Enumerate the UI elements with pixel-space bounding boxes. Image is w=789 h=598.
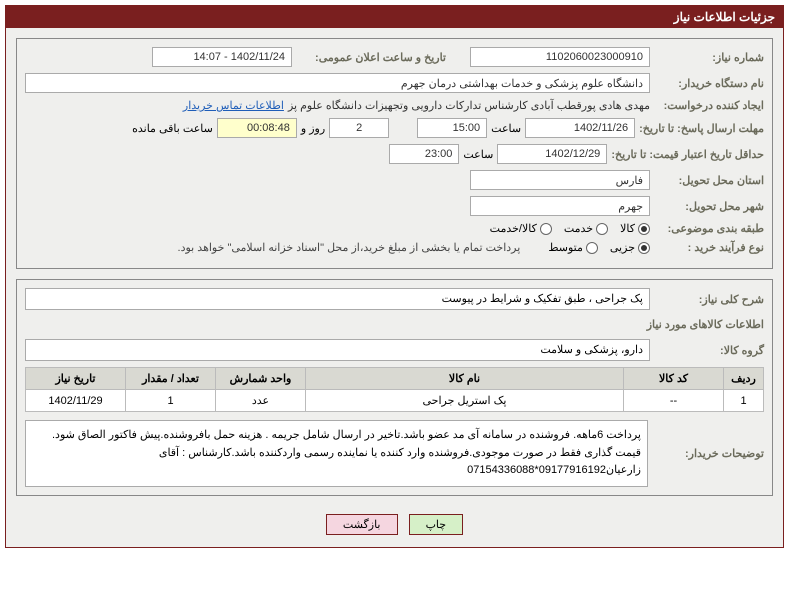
payment-note: پرداخت تمام یا بخشی از مبلغ خرید،از محل …	[178, 241, 521, 254]
goods-group-label: گروه کالا:	[654, 344, 764, 357]
remain-label: ساعت باقی مانده	[132, 122, 213, 135]
td-code: --	[624, 390, 724, 412]
purchase-radio-group: جزیی متوسط	[548, 241, 650, 254]
radio-minor[interactable]: جزیی	[610, 241, 650, 254]
th-unit: واحد شمارش	[216, 368, 306, 390]
td-name: پک استریل جراحی	[306, 390, 624, 412]
goods-table: ردیف کد کالا نام کالا واحد شمارش تعداد /…	[25, 367, 764, 412]
radio-service[interactable]: خدمت	[564, 222, 608, 235]
info-box: شماره نیاز: 1102060023000910 تاریخ و ساع…	[16, 38, 773, 269]
requester-value: مهدی هادی پورقطب آبادی کارشناس تدارکات د…	[288, 99, 650, 112]
purchase-type-label: نوع فرآیند خرید :	[654, 241, 764, 254]
topic-radio-group: کالا خدمت کالا/خدمت	[490, 222, 650, 235]
th-code: کد کالا	[624, 368, 724, 390]
goods-box: شرح کلی نیاز: پک جراحی ، طبق تفکیک و شرا…	[16, 279, 773, 496]
details-panel: جزئیات اطلاعات نیاز شماره نیاز: 11020600…	[5, 5, 784, 548]
th-qty: تعداد / مقدار	[126, 368, 216, 390]
hour-label-2: ساعت	[463, 148, 493, 161]
table-header-row: ردیف کد کالا نام کالا واحد شمارش تعداد /…	[26, 368, 764, 390]
price-date-field: 1402/12/29	[497, 144, 607, 164]
td-date: 1402/11/29	[26, 390, 126, 412]
requester-label: ایجاد کننده درخواست:	[654, 99, 764, 112]
remain-days-field: 2	[329, 118, 389, 138]
th-name: نام کالا	[306, 368, 624, 390]
reply-deadline-label: مهلت ارسال پاسخ: تا تاریخ:	[639, 122, 764, 135]
hour-label-1: ساعت	[491, 122, 521, 135]
need-desc-label: شرح کلی نیاز:	[654, 293, 764, 306]
th-date: تاریخ نیاز	[26, 368, 126, 390]
td-row: 1	[724, 390, 764, 412]
buyer-notes-field: پرداخت 6ماهه. فروشنده در سامانه آی مد عض…	[25, 420, 648, 487]
need-no-field: 1102060023000910	[470, 47, 650, 67]
goods-info-title: اطلاعات کالاهای مورد نیاز	[25, 318, 764, 331]
th-row: ردیف	[724, 368, 764, 390]
button-row: چاپ بازگشت	[16, 506, 773, 537]
price-validity-label: حداقل تاریخ اعتبار قیمت: تا تاریخ:	[611, 148, 764, 161]
province-label: استان محل تحویل:	[654, 174, 764, 187]
reply-date-field: 1402/11/26	[525, 118, 635, 138]
radio-goods[interactable]: کالا	[620, 222, 650, 235]
contact-link[interactable]: اطلاعات تماس خریدار	[183, 99, 284, 112]
announce-label: تاریخ و ساعت اعلان عمومی:	[296, 51, 446, 64]
panel-title: جزئیات اطلاعات نیاز	[6, 6, 783, 28]
radio-medium[interactable]: متوسط	[548, 241, 598, 254]
province-field: فارس	[470, 170, 650, 190]
days-and-label: روز و	[301, 122, 325, 135]
buyer-notes-label: توضیحات خریدار:	[654, 447, 764, 460]
goods-group-field: دارو، پزشکی و سلامت	[25, 339, 650, 361]
buyer-org-label: نام دستگاه خریدار:	[654, 77, 764, 90]
buyer-org-field: دانشگاه علوم پزشکی و خدمات بهداشتی درمان…	[25, 73, 650, 93]
need-desc-field: پک جراحی ، طبق تفکیک و شرایط در پیوست	[25, 288, 650, 310]
back-button[interactable]: بازگشت	[326, 514, 398, 535]
price-hour-field: 23:00	[389, 144, 459, 164]
print-button[interactable]: چاپ	[409, 514, 464, 535]
radio-goods-service[interactable]: کالا/خدمت	[490, 222, 552, 235]
remain-time-field: 00:08:48	[217, 118, 297, 138]
city-field: جهرم	[470, 196, 650, 216]
announce-field: 1402/11/24 - 14:07	[152, 47, 292, 67]
reply-hour-field: 15:00	[417, 118, 487, 138]
city-label: شهر محل تحویل:	[654, 200, 764, 213]
td-qty: 1	[126, 390, 216, 412]
td-unit: عدد	[216, 390, 306, 412]
topic-class-label: طبقه بندی موضوعی:	[654, 222, 764, 235]
table-row: 1 -- پک استریل جراحی عدد 1 1402/11/29	[26, 390, 764, 412]
need-no-label: شماره نیاز:	[654, 51, 764, 64]
